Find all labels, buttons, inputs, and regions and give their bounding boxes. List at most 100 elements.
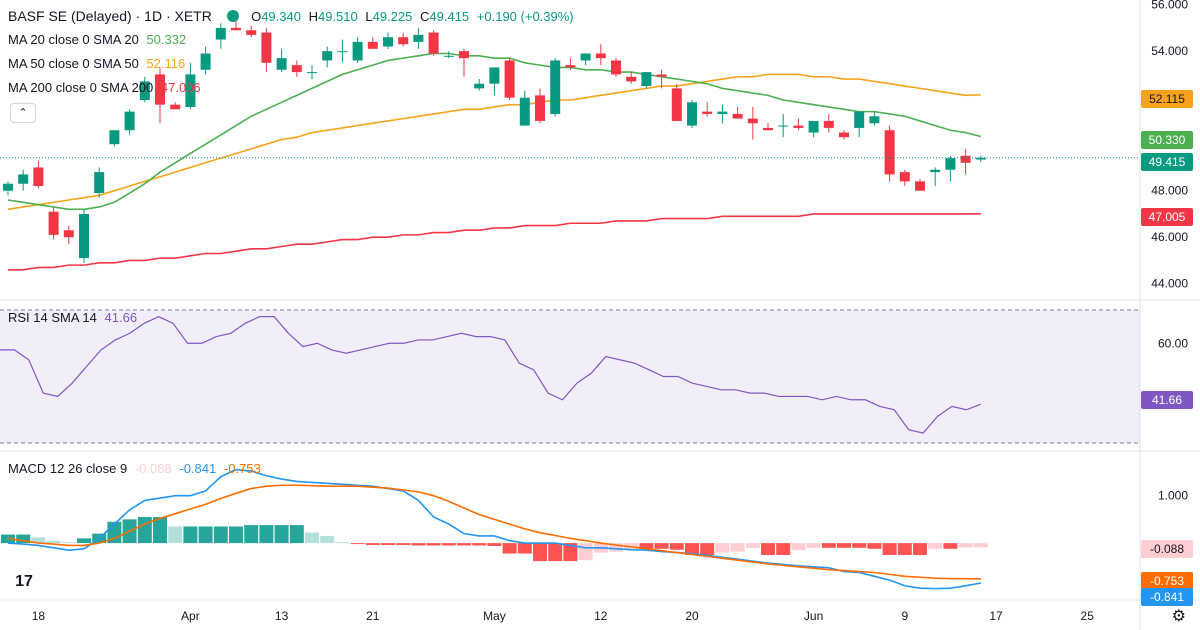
candle-body bbox=[94, 172, 105, 194]
macd-histogram-bar bbox=[213, 526, 228, 544]
macd-histogram-bar bbox=[639, 543, 654, 549]
macd-axis-label: 1.000 bbox=[1158, 489, 1188, 503]
chevron-up-icon: ⌃ bbox=[18, 107, 28, 119]
macd-histogram-bar bbox=[913, 543, 927, 555]
macd-line bbox=[7, 468, 981, 590]
macd-histogram-bar bbox=[958, 543, 973, 548]
candle-body bbox=[869, 116, 880, 124]
candle-body bbox=[246, 30, 257, 35]
ma200-value: 47.006 bbox=[160, 80, 201, 95]
macd-histogram-bar bbox=[472, 543, 487, 546]
candle-body bbox=[732, 113, 743, 119]
candle-body bbox=[808, 120, 819, 133]
macd-histogram-bar bbox=[654, 543, 669, 549]
rsi-label: RSI 14 SMA 14 bbox=[8, 310, 97, 325]
macd-histogram-bar bbox=[548, 543, 563, 562]
candle-body bbox=[170, 104, 181, 110]
macd-histogram-bar bbox=[198, 526, 213, 544]
candle-body bbox=[398, 37, 409, 45]
tradingview-logo[interactable]: 17 bbox=[8, 566, 40, 598]
macd-histogram-bar bbox=[244, 525, 259, 544]
macd-histogram-bar bbox=[31, 537, 46, 544]
candle-body bbox=[489, 67, 500, 84]
candle-body bbox=[839, 132, 849, 138]
candle-body bbox=[428, 32, 439, 54]
open-label: O bbox=[251, 9, 262, 24]
settings-gear-icon[interactable]: ⚙ bbox=[1171, 608, 1186, 625]
macd-histogram-bar bbox=[624, 543, 639, 549]
candle-body bbox=[322, 51, 333, 61]
ma50-line bbox=[7, 73, 981, 211]
ma50-legend[interactable]: MA 50 close 0 SMA 50 52.116 bbox=[8, 56, 189, 72]
candle-body bbox=[519, 97, 530, 126]
candle-body bbox=[261, 32, 272, 63]
macd-histogram-bar bbox=[457, 543, 471, 546]
candle-body bbox=[200, 53, 211, 70]
macd-histogram-bar bbox=[761, 543, 775, 555]
symbol-legend: BASF SE (Delayed) · 1D · XETR O49.340 H4… bbox=[8, 8, 578, 25]
candle-body bbox=[474, 83, 485, 89]
macd-histogram-bar bbox=[46, 540, 61, 544]
macd-histogram-bar bbox=[61, 542, 76, 544]
ma200-price-tag: 47.005 bbox=[1141, 208, 1193, 226]
open-value: 49.340 bbox=[261, 9, 301, 24]
candle-body bbox=[459, 51, 469, 59]
market-status-icon bbox=[227, 10, 240, 22]
candle-body bbox=[687, 102, 697, 126]
macd-histogram-bar bbox=[867, 543, 882, 549]
candle-body bbox=[383, 37, 393, 47]
candle-body bbox=[884, 130, 895, 175]
candle-body bbox=[611, 60, 621, 75]
macd-signal-value: -0.753 bbox=[223, 461, 261, 476]
rsi-legend[interactable]: RSI 14 SMA 14 41.66 bbox=[8, 310, 141, 326]
time-axis-label: 21 bbox=[366, 609, 380, 623]
ma200-legend[interactable]: MA 200 close 0 SMA 200 47.006 bbox=[8, 80, 205, 96]
candle-body bbox=[641, 72, 652, 87]
macd-histogram-bar bbox=[137, 517, 152, 544]
ma20-value: 50.332 bbox=[146, 32, 187, 47]
macd-histogram-bar bbox=[259, 525, 274, 544]
candle-body bbox=[33, 167, 44, 187]
candle-body bbox=[595, 53, 606, 59]
candle-body bbox=[915, 181, 925, 191]
macd-histogram-bar bbox=[168, 526, 183, 544]
macd-histogram-bar bbox=[426, 543, 441, 546]
macd-histogram-bar bbox=[700, 543, 715, 555]
ma20-legend[interactable]: MA 20 close 0 SMA 20 50.332 bbox=[8, 32, 190, 48]
ma20-line bbox=[7, 52, 982, 211]
macd-histogram-bar bbox=[183, 526, 198, 544]
macd-legend[interactable]: MACD 12 26 close 9 -0.088 -0.841 -0.753 bbox=[8, 461, 265, 477]
candle-body bbox=[747, 118, 758, 124]
candle-body bbox=[778, 125, 789, 127]
candle-body bbox=[565, 65, 576, 68]
candle-body bbox=[276, 58, 287, 70]
time-axis-label: 13 bbox=[275, 609, 289, 623]
macd-line-tag: -0.841 bbox=[1141, 588, 1193, 606]
macd-histogram-bar bbox=[153, 517, 167, 544]
macd-label: MACD 12 26 close 9 bbox=[8, 461, 128, 476]
candle-body bbox=[504, 60, 515, 98]
high-value: 49.510 bbox=[317, 9, 358, 24]
rsi-value-tag: 41.66 bbox=[1141, 391, 1193, 409]
macd-histogram-bar bbox=[350, 543, 365, 545]
macd-line-value: -0.841 bbox=[179, 461, 217, 476]
macd-histogram-bar bbox=[897, 543, 912, 555]
price-axis-label: 54.000 bbox=[1151, 44, 1188, 58]
change-value: +0.190 (+0.39%) bbox=[476, 9, 574, 24]
close-label: C bbox=[420, 9, 430, 24]
candle-body bbox=[215, 27, 226, 40]
symbol-title[interactable]: BASF SE (Delayed) · 1D · XETR bbox=[8, 8, 212, 24]
collapse-legend-button[interactable]: ⌃ bbox=[10, 103, 36, 123]
rsi-value: 41.66 bbox=[104, 310, 138, 325]
candle-body bbox=[823, 120, 834, 128]
time-axis-label: Jun bbox=[804, 609, 823, 623]
time-axis-label: Apr bbox=[181, 609, 200, 623]
rsi-line bbox=[0, 315, 982, 434]
macd-histogram-bar bbox=[487, 543, 502, 546]
macd-histogram-bar bbox=[943, 543, 958, 549]
ma200-line bbox=[8, 213, 981, 271]
candle-body bbox=[656, 74, 667, 77]
macd-histogram-bar bbox=[715, 543, 730, 553]
candle-body bbox=[671, 88, 682, 121]
